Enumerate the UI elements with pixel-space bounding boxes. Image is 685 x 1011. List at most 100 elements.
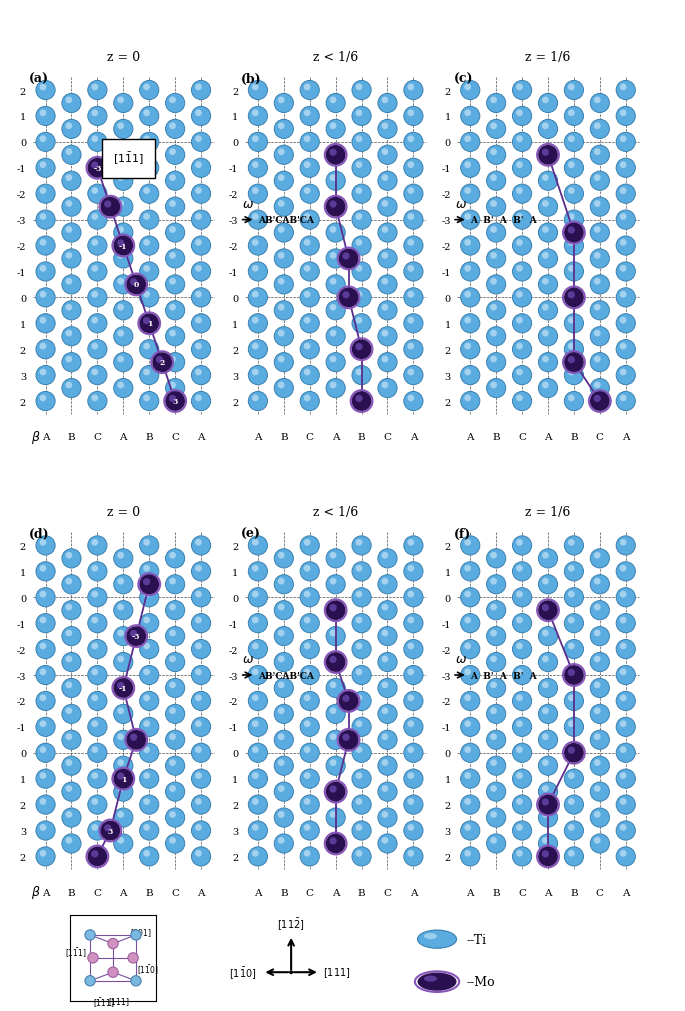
Circle shape <box>464 695 471 702</box>
Circle shape <box>590 731 610 749</box>
Circle shape <box>192 107 211 126</box>
Circle shape <box>616 185 636 204</box>
Circle shape <box>303 746 310 753</box>
Circle shape <box>36 211 55 229</box>
Circle shape <box>542 681 549 688</box>
Circle shape <box>408 721 414 727</box>
Circle shape <box>404 314 423 334</box>
Circle shape <box>91 136 98 143</box>
Circle shape <box>568 357 575 364</box>
Circle shape <box>568 721 575 727</box>
Text: C: C <box>306 888 314 897</box>
Circle shape <box>274 705 293 724</box>
Circle shape <box>564 133 584 153</box>
Circle shape <box>62 705 81 724</box>
Circle shape <box>326 276 345 294</box>
Circle shape <box>140 341 159 360</box>
Circle shape <box>352 314 371 334</box>
Circle shape <box>192 288 211 307</box>
Circle shape <box>303 188 310 195</box>
Circle shape <box>564 821 584 840</box>
Circle shape <box>564 562 584 581</box>
Circle shape <box>166 250 185 269</box>
Circle shape <box>378 94 397 113</box>
Circle shape <box>169 331 176 337</box>
Circle shape <box>114 653 133 672</box>
Circle shape <box>195 824 202 831</box>
Circle shape <box>91 721 98 727</box>
Circle shape <box>143 344 150 350</box>
Circle shape <box>117 279 124 285</box>
Circle shape <box>564 392 584 411</box>
Circle shape <box>36 314 55 334</box>
Circle shape <box>195 669 202 675</box>
Circle shape <box>516 746 523 753</box>
Circle shape <box>300 614 319 633</box>
Circle shape <box>300 796 319 815</box>
Circle shape <box>464 317 471 325</box>
Circle shape <box>408 110 414 117</box>
Circle shape <box>117 123 124 130</box>
Circle shape <box>564 718 584 737</box>
Circle shape <box>404 666 423 684</box>
Circle shape <box>62 756 81 775</box>
Circle shape <box>117 682 125 690</box>
Title: z = 0: z = 0 <box>107 51 140 64</box>
Circle shape <box>66 279 72 285</box>
Circle shape <box>620 317 627 325</box>
Circle shape <box>594 759 601 766</box>
Circle shape <box>490 331 497 337</box>
Circle shape <box>108 968 119 978</box>
Circle shape <box>594 382 601 389</box>
Circle shape <box>378 146 397 165</box>
Circle shape <box>516 266 523 272</box>
Circle shape <box>169 786 176 792</box>
Circle shape <box>486 756 506 775</box>
Circle shape <box>40 110 47 117</box>
Circle shape <box>300 211 319 229</box>
Circle shape <box>169 759 176 766</box>
Circle shape <box>192 392 211 411</box>
Circle shape <box>329 630 336 637</box>
Circle shape <box>300 392 319 411</box>
Circle shape <box>195 162 202 169</box>
Circle shape <box>278 552 284 559</box>
Circle shape <box>66 253 72 260</box>
Circle shape <box>404 821 423 840</box>
Circle shape <box>464 110 471 117</box>
Circle shape <box>143 617 150 624</box>
Circle shape <box>542 786 549 792</box>
Circle shape <box>356 317 362 325</box>
Circle shape <box>36 692 55 711</box>
Circle shape <box>620 344 627 350</box>
Circle shape <box>36 666 55 684</box>
Circle shape <box>329 382 336 389</box>
Circle shape <box>117 578 124 585</box>
Circle shape <box>166 276 185 294</box>
Circle shape <box>140 288 159 307</box>
Circle shape <box>303 369 310 376</box>
Circle shape <box>404 743 423 762</box>
Circle shape <box>117 356 124 363</box>
Circle shape <box>516 214 523 220</box>
Circle shape <box>490 226 497 234</box>
Circle shape <box>326 379 345 398</box>
Circle shape <box>516 344 523 350</box>
Circle shape <box>192 81 211 100</box>
Circle shape <box>460 536 480 555</box>
Circle shape <box>248 769 267 789</box>
Circle shape <box>564 614 584 633</box>
Circle shape <box>460 263 480 282</box>
Circle shape <box>143 162 150 169</box>
Circle shape <box>620 395 627 402</box>
Circle shape <box>512 847 532 866</box>
Circle shape <box>274 549 293 568</box>
Circle shape <box>594 331 601 337</box>
Text: C: C <box>93 433 101 442</box>
Circle shape <box>166 198 185 217</box>
Circle shape <box>542 605 549 612</box>
Circle shape <box>339 692 358 711</box>
Circle shape <box>143 369 150 376</box>
Circle shape <box>464 266 471 272</box>
Circle shape <box>274 223 293 243</box>
